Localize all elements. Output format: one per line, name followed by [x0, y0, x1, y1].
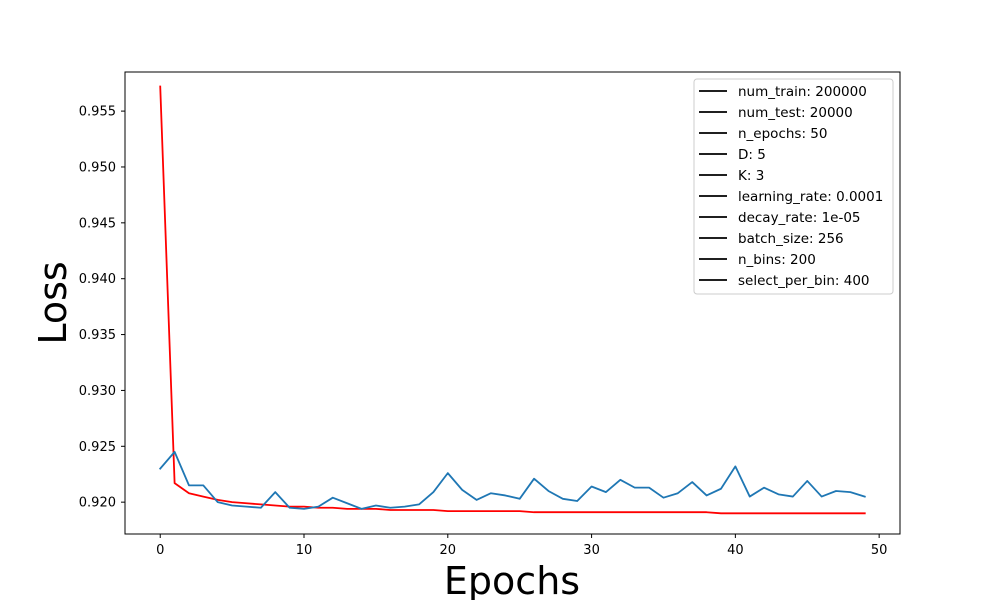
series-line-1 [158, 450, 866, 510]
y-tick-label: 0.950 [79, 160, 116, 175]
y-tick-label: 0.945 [79, 216, 116, 231]
legend-entry: n_bins: 200 [738, 252, 816, 268]
y-tick-label: 0.930 [79, 384, 116, 399]
legend-entry: num_test: 20000 [738, 105, 853, 121]
legend-entry: K: 3 [738, 168, 764, 184]
legend-entry: num_train: 200000 [738, 84, 867, 100]
y-axis: 0.920 0.925 0.930 0.935 0.940 0.945 0.950 0.955 [79, 105, 125, 511]
x-tick-label: 10 [296, 543, 313, 558]
legend-entry: decay_rate: 1e-05 [738, 210, 861, 226]
x-tick-label: 30 [583, 543, 600, 558]
y-axis-title: Loss [31, 261, 75, 344]
y-tick-label: 0.955 [79, 105, 116, 120]
y-tick-label: 0.940 [79, 272, 116, 287]
y-tick-label: 0.925 [79, 440, 116, 455]
y-tick-label: 0.935 [79, 328, 116, 343]
legend-entry: n_epochs: 50 [738, 126, 827, 142]
legend-entry: select_per_bin: 400 [738, 273, 870, 289]
legend-entry: learning_rate: 0.0001 [738, 189, 883, 205]
legend-entry: D: 5 [738, 147, 766, 163]
x-tick-label: 40 [727, 543, 744, 558]
x-axis: 0 10 20 30 40 50 [156, 534, 887, 558]
x-axis-title: Epochs [444, 559, 580, 600]
y-tick-label: 0.920 [79, 496, 116, 511]
series-line-0 [159, 85, 866, 515]
legend-box [693, 78, 894, 295]
x-tick-label: 20 [440, 543, 457, 558]
legend-entry: batch_size: 256 [738, 231, 844, 247]
x-tick-label: 50 [871, 543, 888, 558]
plot-frame [124, 71, 901, 535]
plot-lines [158, 85, 866, 515]
legend: num_train: 200000 num_test: 20000 n_epochs… [693, 78, 894, 295]
x-tick-label: 0 [156, 543, 164, 558]
